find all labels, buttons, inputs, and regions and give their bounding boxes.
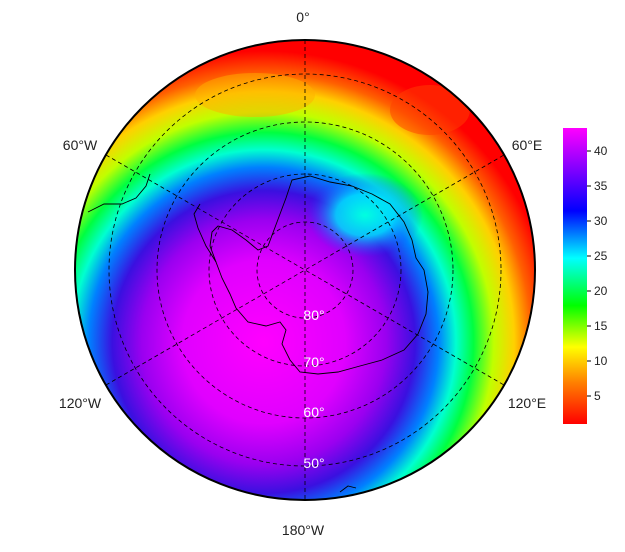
map-boundary	[74, 39, 536, 501]
lon-label-0: 0°	[296, 9, 309, 25]
graticule	[105, 40, 505, 500]
colorbar-label-20: 20	[594, 284, 608, 298]
colorbar-ticks	[587, 150, 591, 397]
lon-label-60w: 60°W	[63, 137, 98, 153]
colorbar-label-5: 5	[594, 389, 601, 403]
lon-label-180w: 180°W	[282, 522, 325, 538]
colorbar	[563, 128, 587, 424]
lat-label-70: 70°	[303, 354, 324, 370]
colorbar-label-25: 25	[594, 249, 608, 263]
ozone-field	[75, 40, 535, 500]
lon-label-120e: 120°E	[508, 395, 546, 411]
antarctic-peninsula	[193, 203, 217, 263]
lon-label-120w: 120°W	[59, 395, 102, 411]
new-zealand-coastline	[339, 485, 357, 493]
colorbar-label-15: 15	[594, 319, 608, 333]
lat-label-50: 50°	[303, 455, 324, 471]
colorbar-label-10: 10	[594, 354, 608, 368]
antarctica-coastline	[209, 175, 429, 375]
lat-label-60: 60°	[303, 404, 324, 420]
lat-label-80: 80°	[303, 307, 324, 323]
colorbar-label-35: 35	[594, 179, 608, 193]
colorbar-label-40: 40	[594, 144, 608, 158]
south-america-coastline	[87, 173, 151, 213]
colorbar-label-30: 30	[594, 214, 608, 228]
lon-label-60e: 60°E	[512, 137, 543, 153]
